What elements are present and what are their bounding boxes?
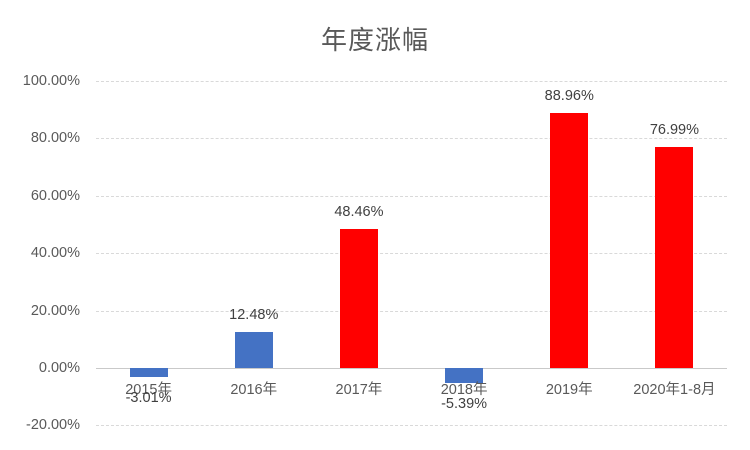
gridline bbox=[96, 310, 727, 312]
y-axis-tick-label: 40.00% bbox=[30, 245, 80, 262]
bar-2016年 bbox=[234, 332, 273, 368]
x-axis-category-label: 2020年1-8月 bbox=[633, 382, 716, 398]
x-axis-category-label: 2019年 bbox=[545, 382, 593, 398]
x-axis-category-label: 2015年 bbox=[125, 382, 172, 398]
gridline bbox=[96, 425, 727, 427]
bar-2020年1-8月 bbox=[655, 147, 694, 368]
bar-2019年 bbox=[550, 112, 589, 368]
gridline bbox=[96, 138, 727, 140]
y-axis-tick-label: 80.00% bbox=[30, 130, 80, 147]
bar-2018年 bbox=[445, 368, 484, 384]
x-axis-category-label: 2018年 bbox=[440, 382, 488, 398]
data-label: 12.48% bbox=[229, 307, 279, 324]
gridline bbox=[96, 195, 727, 197]
data-label: 88.96% bbox=[544, 87, 594, 104]
x-axis-category-label: 2016年 bbox=[230, 382, 278, 398]
data-label: 48.46% bbox=[334, 203, 384, 220]
data-label: -3.01% bbox=[125, 389, 172, 406]
gridline bbox=[96, 81, 727, 82]
data-label: 76.99% bbox=[649, 122, 699, 139]
data-label: -5.39% bbox=[441, 396, 488, 413]
y-axis-tick-label: 20.00% bbox=[30, 302, 80, 319]
y-axis-tick-label: 100.00% bbox=[22, 73, 80, 89]
bar-2017年 bbox=[339, 228, 378, 368]
bar-2015年 bbox=[129, 368, 168, 377]
y-axis-tick-label: 60.00% bbox=[30, 187, 80, 204]
x-axis-category-label: 2017年 bbox=[335, 382, 383, 398]
y-axis-tick-label: 0.00% bbox=[38, 360, 80, 376]
chart-title: 年度涨幅 bbox=[320, 25, 429, 55]
gridline bbox=[96, 253, 727, 255]
y-axis-tick-label: -20.00% bbox=[25, 417, 80, 434]
x-axis-line bbox=[96, 368, 727, 369]
